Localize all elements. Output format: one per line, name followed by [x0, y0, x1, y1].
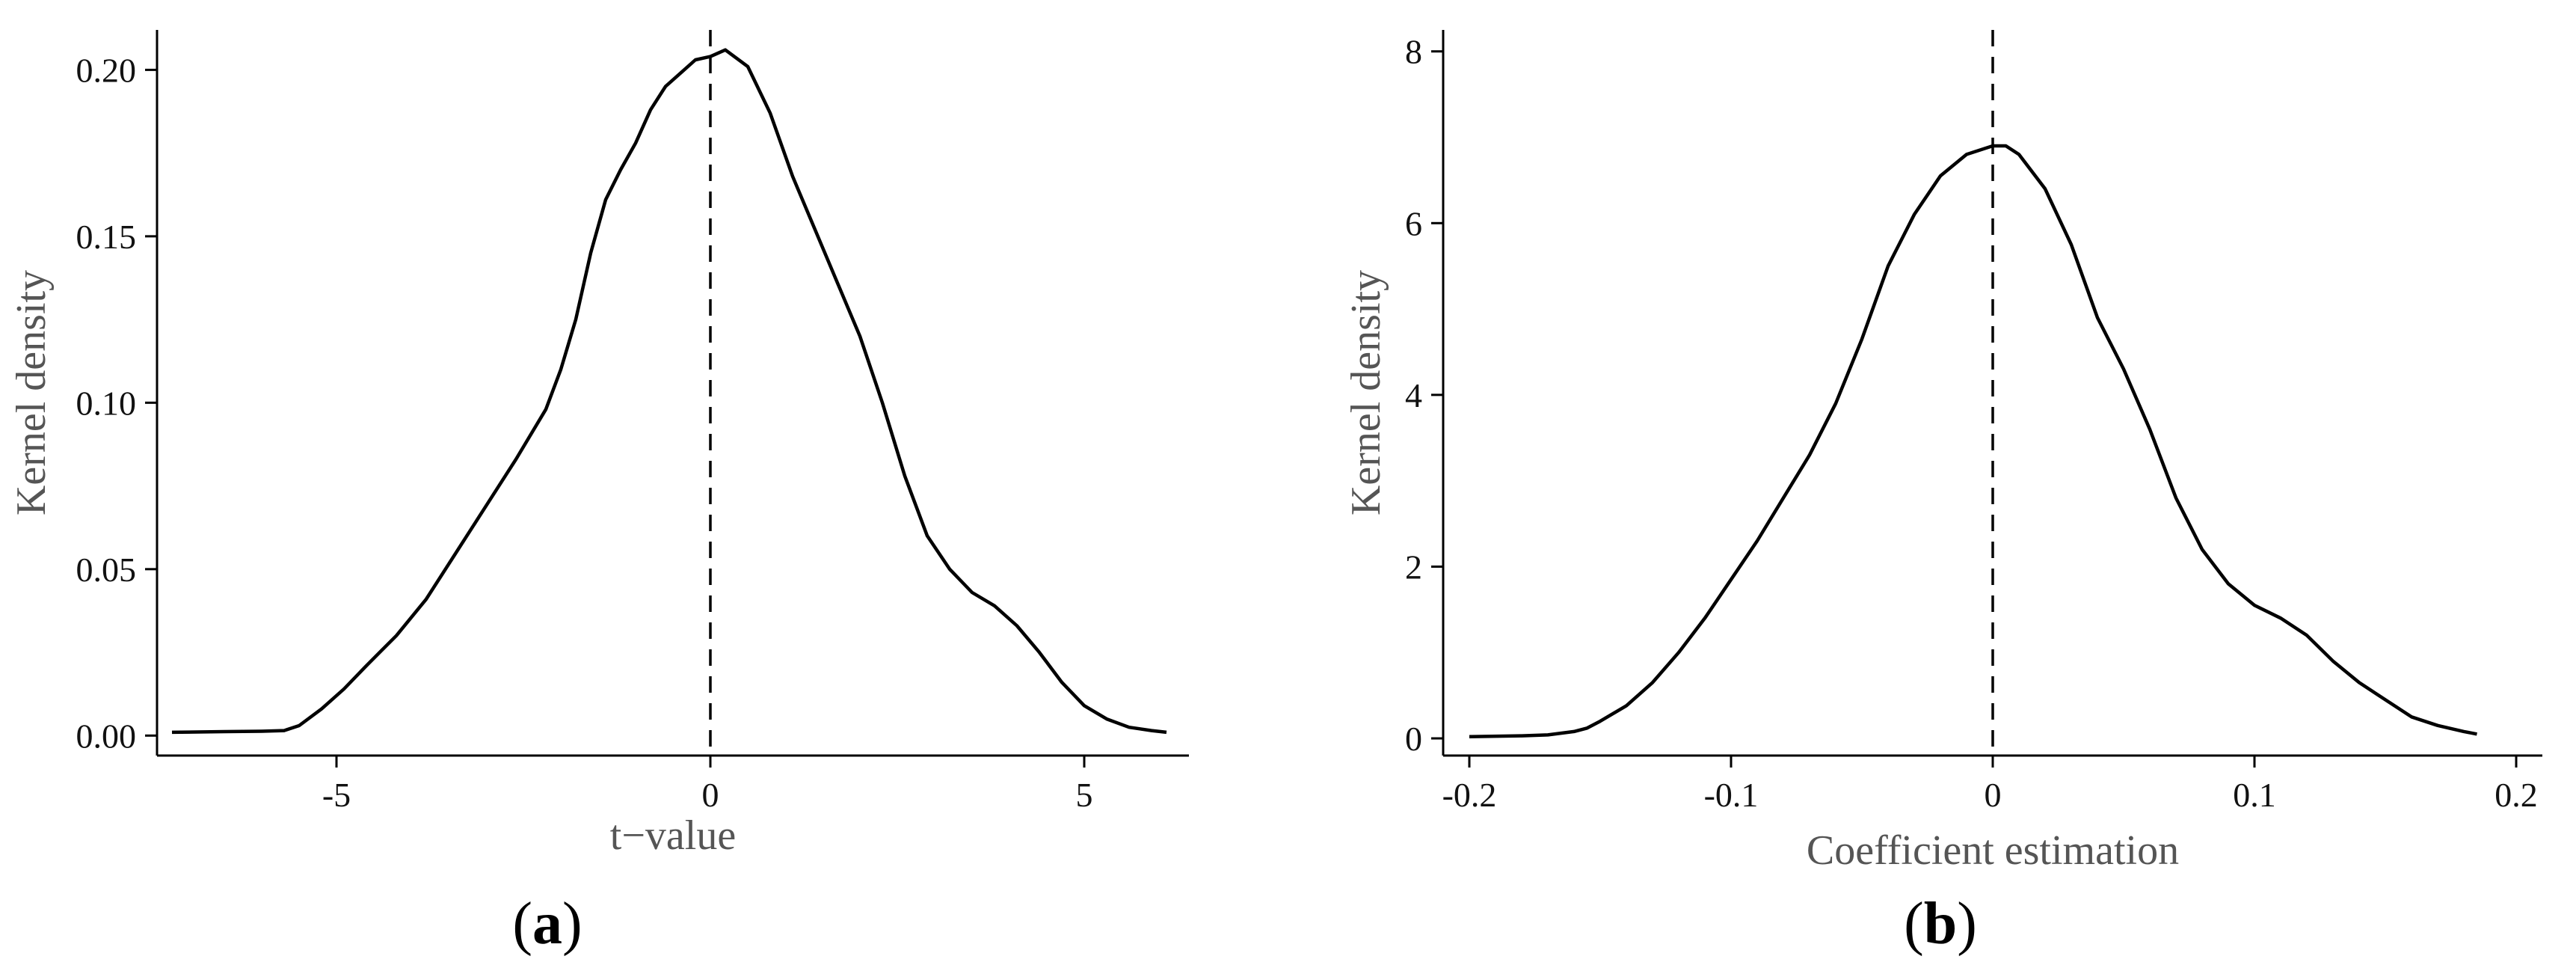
x-tick-label-b: 0 [1985, 776, 2002, 814]
y-tick-label-b: 4 [1405, 376, 1422, 414]
y-tick-label-b: 8 [1405, 33, 1422, 71]
x-tick-label-a: 5 [1076, 776, 1093, 814]
x-tick-label-b: 0.2 [2494, 776, 2538, 814]
y-tick-label-b: 0 [1405, 720, 1422, 758]
x-tick-label-a: -5 [322, 776, 351, 814]
y-tick-label-a: 0.10 [76, 384, 137, 422]
x-tick-label-a: 0 [702, 776, 719, 814]
y-tick-label-a: 0.15 [76, 218, 137, 256]
density-curve-a [171, 48, 1167, 735]
y-axis-label-b: Kernel density [1343, 270, 1389, 515]
y-tick-label-b: 6 [1405, 204, 1422, 242]
panel-label-a: (a) [512, 891, 582, 957]
x-axis-label-b: Coefficient estimation [1807, 827, 2179, 874]
x-tick-label-b: -0.1 [1704, 776, 1759, 814]
x-axis-label-a: t−value [610, 812, 736, 859]
y-tick-label-a: 0.05 [76, 551, 137, 589]
panel-label-b: (b) [1904, 891, 1977, 957]
density-curve-b [1469, 144, 2477, 738]
x-tick-label-b: -0.2 [1442, 776, 1497, 814]
y-tick-label-a: 0.00 [76, 717, 137, 755]
y-tick-label-b: 2 [1405, 548, 1422, 586]
y-tick-label-a: 0.20 [76, 51, 137, 89]
x-tick-label-b: 0.1 [2233, 776, 2276, 814]
y-axis-label-a: Kernel density [8, 270, 55, 515]
